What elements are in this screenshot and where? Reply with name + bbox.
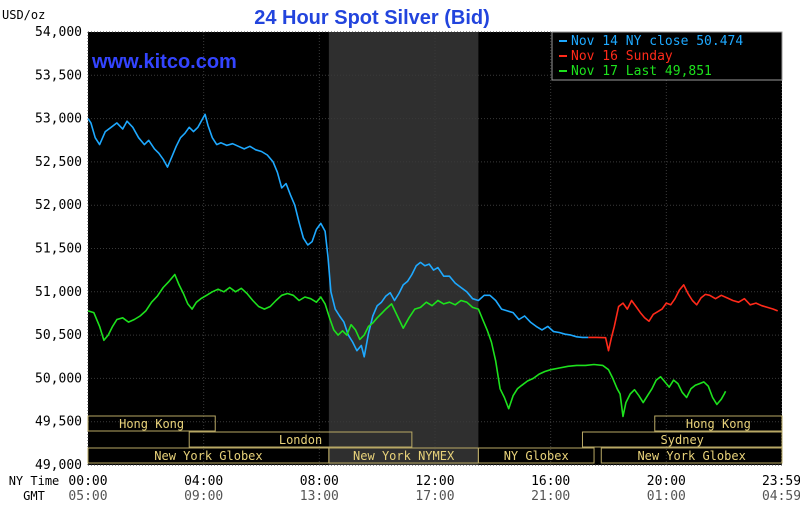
legend-entry: Nov 17 Last 49,851 (571, 64, 712, 79)
trading-sessions: Hong Kong Hong Kong London Sydney New York G… (87, 415, 783, 464)
session-label: Hong Kong (119, 417, 184, 431)
series-line-2 (87, 273, 727, 418)
chart-title: 24 Hour Spot Silver (Bid) (254, 7, 490, 29)
legend-box (551, 31, 783, 81)
website-watermark: www.kitco.com (91, 51, 237, 73)
y-tick-label: 51,500 (35, 242, 82, 257)
y-tick-label: 50,000 (35, 371, 82, 386)
y-tick-label: 54,000 (35, 25, 82, 40)
session-bar (600, 447, 783, 464)
session-bar (581, 431, 783, 448)
legend-entry: Nov 16 Sunday (571, 49, 673, 64)
x-tick-label-ny: 04:00 (184, 474, 223, 489)
y-tick-label: 53,000 (35, 112, 82, 127)
y-tick-label: 53,500 (35, 68, 82, 83)
x-tick-label-ny: 20:00 (647, 474, 686, 489)
x-tick-label-gmt: 05:00 (68, 489, 107, 504)
session-bar (87, 415, 216, 432)
session-label: New York NYMEX (353, 449, 455, 463)
session-label: NY Globex (504, 449, 569, 463)
price-series (87, 113, 779, 418)
session-label: New York Globex (154, 449, 262, 463)
series-line-0 (87, 113, 589, 358)
y-axis: 54,000 53,500 53,000 52,500 52,000 51,500 51,0… (35, 25, 82, 473)
x-tick-label-ny: 08:00 (300, 474, 339, 489)
session-bar (477, 447, 595, 464)
timestamp: November 17, 2025 22:39 (568, 16, 748, 31)
x-tick-label-ny: 12:00 (415, 474, 454, 489)
x-tick-label-ny: 23:59 (762, 474, 800, 489)
x-tick-label-gmt: 09:00 (184, 489, 223, 504)
gmt-row-label: GMT (23, 489, 45, 503)
y-tick-label: 50,500 (35, 328, 82, 343)
x-tick-label-ny: 16:00 (531, 474, 570, 489)
y-tick-label: 51,000 (35, 285, 82, 300)
session-bar (654, 415, 783, 432)
ny-time-row-label: NY Time (9, 474, 60, 488)
series-line-1 (588, 284, 779, 352)
y-tick-label: 52,000 (35, 198, 82, 213)
session-label: London (279, 433, 322, 447)
session-label: Hong Kong (686, 417, 751, 431)
x-tick-label-gmt: 04:59 (762, 489, 800, 504)
x-tick-label-gmt: 13:00 (300, 489, 339, 504)
session-bar (188, 431, 413, 448)
y-unit-label: USD/oz (2, 8, 45, 22)
session-label: New York Globex (637, 449, 745, 463)
y-tick-label: 49,500 (35, 415, 82, 430)
x-tick-label-gmt: 01:00 (647, 489, 686, 504)
x-tick-label-gmt: 17:00 (415, 489, 454, 504)
legend-entry: Nov 14 NY close 50.474 (571, 34, 743, 49)
y-tick-label: 49,000 (35, 458, 82, 473)
y-tick-label: 52,500 (35, 155, 82, 170)
x-tick-label-ny: 00:00 (68, 474, 107, 489)
session-label: Sydney (661, 433, 704, 447)
x-tick-label-gmt: 21:00 (531, 489, 570, 504)
gridlines (87, 31, 783, 466)
